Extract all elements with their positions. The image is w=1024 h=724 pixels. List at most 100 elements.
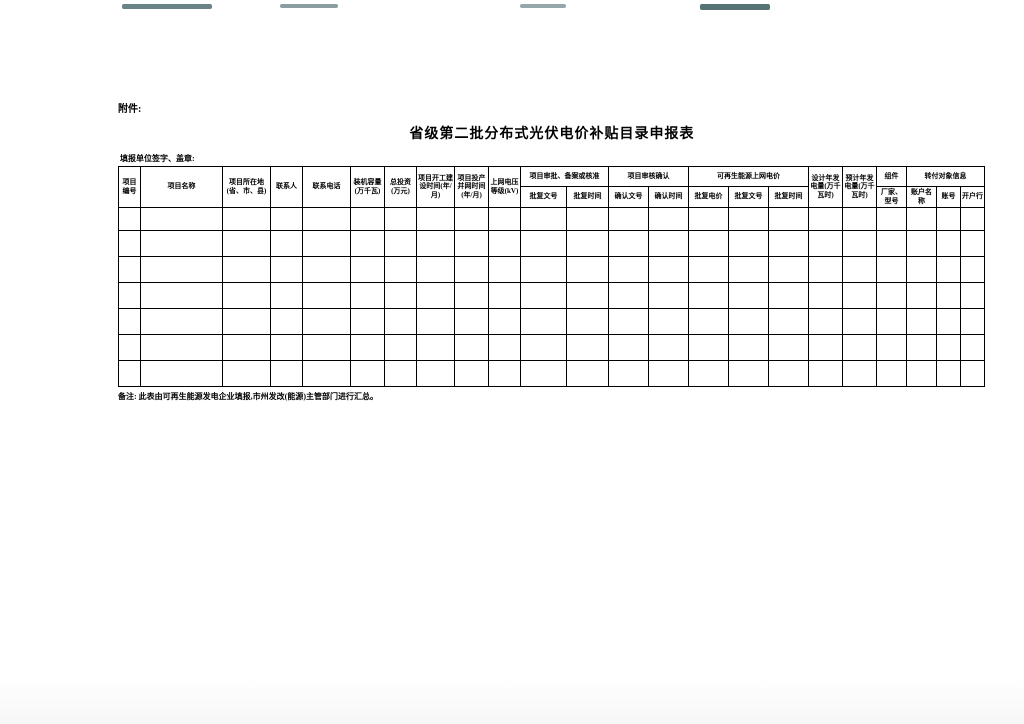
scan-artifact [280, 4, 338, 8]
table-cell [937, 282, 961, 308]
table-cell [809, 282, 843, 308]
col-header-c19: 预计年发电量(万千瓦时) [843, 167, 877, 208]
table-cell [351, 360, 385, 386]
table-cell [907, 308, 937, 334]
table-cell [417, 334, 455, 360]
table-cell [649, 256, 689, 282]
table-cell [609, 360, 649, 386]
table-cell [119, 282, 141, 308]
table-cell [119, 334, 141, 360]
scan-artifact [122, 4, 212, 9]
table-row [119, 308, 985, 334]
table-cell [417, 230, 455, 256]
table-cell [303, 230, 351, 256]
table-cell [843, 256, 877, 282]
col-header-c08: 项目开工建设时间(年/月) [417, 167, 455, 208]
table-cell [271, 256, 303, 282]
table-cell [729, 207, 769, 230]
table-cell [141, 308, 223, 334]
table-cell [961, 282, 985, 308]
table-cell [141, 207, 223, 230]
table-cell [119, 207, 141, 230]
table-cell [489, 256, 521, 282]
table-cell [455, 360, 489, 386]
table-cell [455, 308, 489, 334]
table-cell [303, 282, 351, 308]
table-cell [385, 230, 417, 256]
scan-artifact [520, 4, 566, 8]
table-cell [649, 282, 689, 308]
col-header-c18: 设计年发电量(万千瓦时) [809, 167, 843, 208]
table-cell [223, 256, 271, 282]
table-cell [907, 207, 937, 230]
table-cell [489, 308, 521, 334]
table-cell [729, 282, 769, 308]
table-cell [649, 308, 689, 334]
table-cell [141, 256, 223, 282]
table-cell [489, 360, 521, 386]
table-cell [567, 207, 609, 230]
table-cell [809, 360, 843, 386]
col-header-c06: 装机容量(万千瓦) [351, 167, 385, 208]
table-cell [877, 230, 907, 256]
table-cell [877, 282, 907, 308]
table-cell [843, 282, 877, 308]
table-cell [877, 334, 907, 360]
table-cell [689, 230, 729, 256]
table-cell [961, 207, 985, 230]
col-group-g4: 组件 [877, 167, 907, 187]
table-cell [567, 256, 609, 282]
table-row [119, 256, 985, 282]
table-cell [385, 308, 417, 334]
table-cell [769, 282, 809, 308]
col-header-c09: 项目投产并网时间(年/月) [455, 167, 489, 208]
table-row [119, 334, 985, 360]
table-cell [689, 334, 729, 360]
table-cell [937, 256, 961, 282]
col-group-g1: 项目审批、备案或核准 [521, 167, 609, 187]
table-cell [455, 282, 489, 308]
table-cell [417, 207, 455, 230]
table-row [119, 207, 985, 230]
table-cell [141, 360, 223, 386]
table-cell [303, 256, 351, 282]
table-cell [729, 256, 769, 282]
table-cell [351, 282, 385, 308]
col-header-c03: 项目所在地(省、市、县) [223, 167, 271, 208]
table-cell [489, 282, 521, 308]
table-cell [877, 207, 907, 230]
table-body [119, 207, 985, 386]
table-cell [729, 308, 769, 334]
table-cell [843, 334, 877, 360]
table-cell [567, 230, 609, 256]
col-header-c07: 总投资(万元) [385, 167, 417, 208]
application-table: 项目编号项目名称项目所在地(省、市、县)联系人联系电话装机容量(万千瓦)总投资(… [118, 166, 985, 387]
table-cell [609, 282, 649, 308]
col-header-g4a: 厂家、型号 [877, 187, 907, 208]
table-cell [223, 282, 271, 308]
table-cell [567, 334, 609, 360]
table-cell [937, 207, 961, 230]
table-cell [489, 207, 521, 230]
table-cell [521, 282, 567, 308]
table-cell [567, 308, 609, 334]
table-cell [521, 230, 567, 256]
table-cell [489, 230, 521, 256]
table-cell [141, 282, 223, 308]
table-cell [303, 207, 351, 230]
table-cell [769, 207, 809, 230]
table-cell [271, 207, 303, 230]
col-group-g3: 可再生能源上网电价 [689, 167, 809, 187]
table-cell [769, 308, 809, 334]
table-cell [351, 230, 385, 256]
table-cell [907, 334, 937, 360]
form-title: 省级第二批分布式光伏电价补贴目录申报表 [118, 123, 986, 143]
table-cell [223, 334, 271, 360]
table-cell [937, 334, 961, 360]
table-row [119, 230, 985, 256]
table-cell [729, 360, 769, 386]
table-cell [455, 230, 489, 256]
table-row [119, 282, 985, 308]
table-cell [961, 230, 985, 256]
table-cell [119, 308, 141, 334]
